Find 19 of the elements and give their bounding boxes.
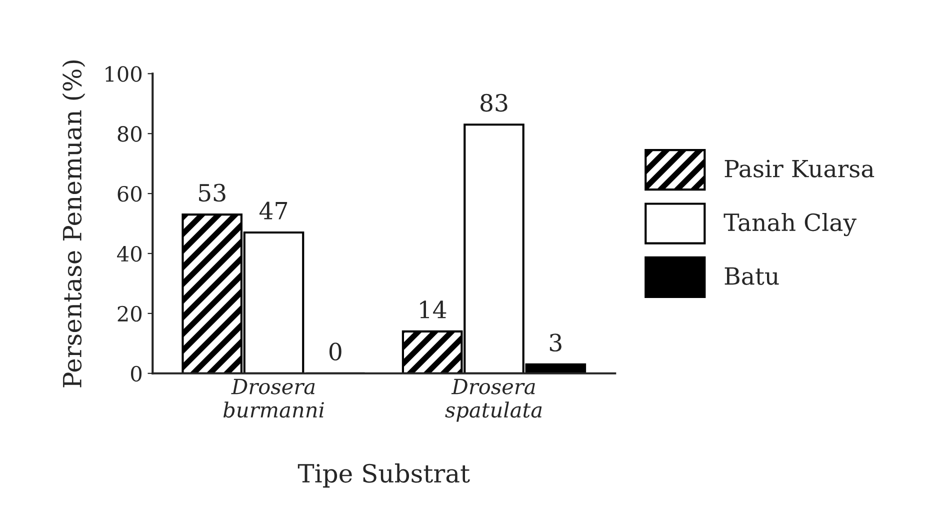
- x-axis-title: Tipe Substrat: [298, 463, 470, 488]
- y-axis-title: Persentase Penemuan (%): [62, 60, 86, 388]
- y-tick-label: 20: [118, 306, 142, 322]
- legend-label: Batu: [724, 267, 779, 285]
- data-label: 0: [329, 342, 342, 360]
- data-label: 83: [480, 94, 508, 112]
- data-label: 53: [199, 184, 226, 202]
- y-tick-label: 40: [117, 246, 142, 262]
- legend-label: Pasir Kuarsa: [724, 160, 874, 178]
- y-tick-label: 100: [106, 66, 142, 82]
- data-label: 14: [420, 300, 446, 318]
- y-tick-label: 80: [118, 126, 142, 142]
- y-tick-label: 0: [131, 366, 142, 382]
- legend-label: Tanah Clay: [724, 212, 856, 236]
- data-label: 3: [550, 334, 562, 352]
- x-tick-label: Drosera burmanni: [223, 378, 324, 418]
- data-label: 47: [259, 202, 288, 220]
- y-tick-label: 60: [118, 186, 142, 202]
- x-tick-label: Drosera spatulata: [445, 378, 542, 422]
